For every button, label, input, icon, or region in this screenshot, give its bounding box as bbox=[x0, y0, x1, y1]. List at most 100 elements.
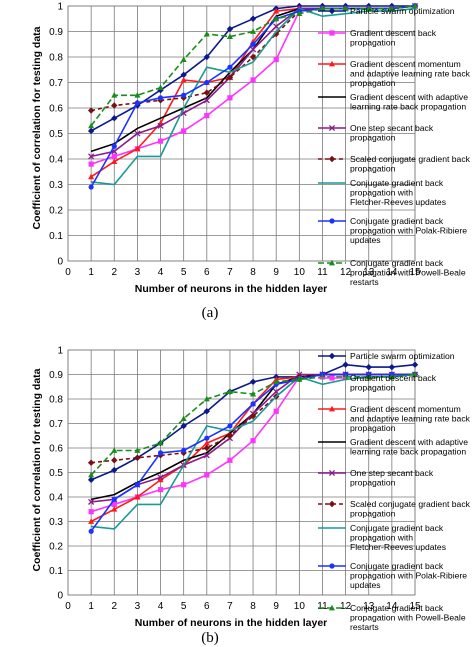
y-tick-label: 0.1 bbox=[49, 566, 63, 577]
data-point bbox=[365, 363, 372, 371]
data-point bbox=[203, 97, 210, 104]
legend-item: Particle swarm optimization bbox=[318, 6, 455, 16]
data-point bbox=[226, 25, 234, 33]
chart-panel-b: Coefficient of correlation for testing d… bbox=[31, 346, 471, 647]
legend-label: Scaled conjugate gradient back propagatio… bbox=[350, 154, 471, 174]
data-point bbox=[111, 501, 117, 507]
legend-item: Conjugate gradient back propagation with F… bbox=[318, 523, 446, 552]
data-point bbox=[88, 173, 95, 180]
x-tick-label: 4 bbox=[158, 267, 164, 278]
x-tick-label: 14 bbox=[386, 601, 398, 612]
x-tick-label: 7 bbox=[227, 267, 233, 278]
legend-item: Gradient descent with adaptive learning r… bbox=[318, 437, 468, 457]
legend-item: Conjugate gradient back propagation with F… bbox=[318, 178, 446, 207]
data-point bbox=[296, 10, 303, 17]
y-tick-label: 1 bbox=[57, 2, 63, 13]
legend-item: Gradient descent back propagation bbox=[318, 28, 437, 48]
y-tick-label: 0.2 bbox=[49, 542, 63, 553]
x-tick-label: 4 bbox=[158, 601, 164, 612]
legend-label: Conjugate gradient back propagation with … bbox=[350, 561, 467, 590]
series-group bbox=[87, 2, 419, 190]
legend-marker bbox=[328, 7, 336, 15]
series-line bbox=[91, 7, 416, 186]
data-point bbox=[134, 482, 140, 488]
y-tick-label: 0.8 bbox=[49, 395, 63, 406]
data-point bbox=[134, 130, 141, 137]
data-point bbox=[157, 95, 164, 101]
data-point bbox=[88, 509, 94, 515]
legend: Particle swarm optimization Gradient desc… bbox=[318, 6, 471, 287]
x-tick-label: 1 bbox=[88, 601, 94, 612]
legend-item: Gradient descent with adaptive learning r… bbox=[318, 92, 468, 112]
data-point bbox=[203, 89, 210, 96]
data-point bbox=[111, 115, 118, 122]
y-tick-label: 0.4 bbox=[49, 155, 63, 166]
y-axis-label: Coefficient of correlation for testing d… bbox=[31, 26, 43, 229]
legend-marker bbox=[329, 30, 335, 36]
y-tick-label: 0.3 bbox=[49, 180, 63, 191]
legend-marker bbox=[329, 60, 335, 67]
data-point bbox=[111, 457, 118, 464]
data-point bbox=[412, 2, 418, 9]
legend-label: Gradient descent back propagation bbox=[350, 373, 437, 393]
y-tick-label: 0.6 bbox=[49, 104, 63, 115]
data-point bbox=[226, 74, 234, 81]
x-tick-label: 11 bbox=[317, 601, 328, 612]
data-point bbox=[203, 30, 210, 37]
y-tick-label: 0.2 bbox=[49, 206, 63, 217]
data-point bbox=[88, 161, 94, 167]
legend-marker bbox=[328, 155, 336, 163]
data-point bbox=[203, 53, 210, 61]
legend-item: Conjugate gradient back propagation with … bbox=[318, 561, 467, 590]
x-tick-label: 5 bbox=[181, 601, 187, 612]
y-tick-label: 0 bbox=[57, 257, 63, 268]
x-tick-label: 12 bbox=[340, 267, 352, 278]
data-point bbox=[157, 122, 164, 129]
legend-label: Gradient descent momentum and adaptive le… bbox=[350, 59, 471, 88]
legend-label: Conjugate gradient back propagation with … bbox=[350, 603, 466, 632]
data-point bbox=[134, 145, 141, 152]
data-point bbox=[134, 493, 141, 500]
legend-label: Conjugate gradient back propagation with F… bbox=[350, 178, 446, 207]
x-tick-label: 15 bbox=[409, 267, 421, 278]
data-point bbox=[388, 373, 395, 380]
data-point bbox=[365, 5, 372, 11]
data-point bbox=[250, 401, 256, 407]
data-point bbox=[249, 378, 257, 386]
data-point bbox=[87, 107, 95, 114]
data-point bbox=[88, 153, 95, 160]
data-point bbox=[273, 23, 280, 30]
legend-item: Conjugate gradient back propagation with … bbox=[318, 258, 466, 287]
data-point bbox=[412, 371, 418, 377]
data-point bbox=[180, 71, 187, 79]
legend-label: Gradient descent back propagation bbox=[350, 28, 437, 48]
x-tick-label: 8 bbox=[250, 267, 256, 278]
data-point bbox=[249, 412, 257, 420]
data-point bbox=[111, 153, 117, 160]
data-point bbox=[111, 102, 118, 109]
data-point bbox=[111, 466, 118, 474]
data-point bbox=[226, 432, 234, 439]
data-point bbox=[134, 92, 141, 98]
x-tick-label: 5 bbox=[181, 267, 187, 278]
data-point bbox=[273, 15, 280, 22]
x-tick-label: 8 bbox=[250, 601, 256, 612]
data-point bbox=[203, 408, 210, 415]
y-tick-label: 0.5 bbox=[49, 468, 63, 479]
data-point bbox=[203, 395, 210, 402]
legend-marker bbox=[329, 375, 335, 381]
y-tick-label: 0.7 bbox=[49, 419, 63, 430]
x-axis-label: Number of neurons in the hidden layer bbox=[135, 617, 328, 629]
data-point bbox=[249, 15, 257, 22]
x-tick-label: 6 bbox=[204, 601, 210, 612]
legend-label: Gradient descent momentum and adaptive le… bbox=[350, 404, 471, 433]
data-point bbox=[227, 95, 233, 101]
data-point bbox=[365, 373, 372, 380]
data-point bbox=[88, 184, 94, 190]
data-point bbox=[203, 439, 210, 446]
y-tick-label: 0.4 bbox=[49, 493, 63, 504]
data-point bbox=[88, 471, 95, 478]
legend-marker bbox=[328, 500, 336, 508]
x-tick-label: 12 bbox=[340, 601, 352, 612]
